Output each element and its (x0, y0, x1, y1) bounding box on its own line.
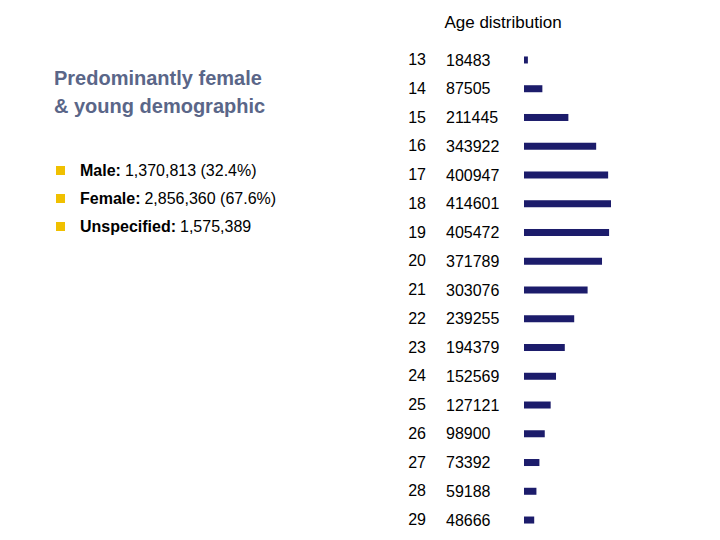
heading-line: Predominantly female (54, 67, 262, 89)
data-label: 400947 (446, 167, 499, 184)
data-label: 211445 (446, 109, 498, 126)
bullet-item: Female:2,856,360 (67.6%) (80, 190, 276, 207)
y-tick-label: 29 (408, 511, 426, 528)
y-tick-label: 24 (408, 367, 426, 384)
y-tick: 22 (408, 310, 426, 327)
y-tick-label: 22 (408, 310, 426, 327)
y-tick-label: 15 (408, 109, 426, 126)
data-label: 303076 (446, 282, 499, 299)
bullet-item: Unspecified:1,575,389 (80, 218, 251, 235)
y-tick-label: 26 (408, 425, 426, 442)
bullet-text: 1,575,389 (180, 218, 251, 235)
bullet (56, 222, 65, 231)
data-label: 73392 (446, 454, 491, 471)
bar (524, 430, 545, 437)
bullet-label: Female: (80, 190, 140, 207)
bullet-text: 1,370,813 (32.4%) (125, 162, 257, 179)
y-tick: 28 (408, 482, 426, 499)
y-tick: 29 (408, 511, 426, 528)
bar (524, 373, 556, 380)
y-tick-label: 20 (408, 252, 426, 269)
bullet-label: Male: (80, 162, 121, 179)
y-tick: 25 (408, 396, 426, 413)
bullet-label: Unspecified: (80, 218, 176, 235)
y-tick: 17 (408, 166, 426, 183)
bar (524, 315, 574, 322)
bar (524, 171, 608, 178)
bar (524, 200, 611, 207)
data-label: 152569 (446, 368, 499, 385)
title: Age distribution (444, 13, 561, 32)
data-label: 194379 (446, 339, 499, 356)
y-tick: 20 (408, 252, 426, 269)
data-label: 343922 (446, 138, 499, 155)
y-tick-label: 21 (408, 281, 426, 298)
y-tick: 26 (408, 425, 426, 442)
y-tick-label: 27 (408, 454, 426, 471)
heading-line: & young demographic (54, 95, 265, 117)
data-label: 87505 (446, 80, 491, 97)
bullet-text: 2,856,360 (67.6%) (144, 190, 276, 207)
y-tick: 23 (408, 339, 426, 356)
bullet (56, 166, 65, 175)
y-tick-label: 14 (408, 80, 426, 97)
data-label: 414601 (446, 195, 499, 212)
bar (524, 258, 602, 265)
bar (524, 229, 609, 236)
bar (524, 56, 528, 63)
data-label: 127121 (446, 397, 499, 414)
bar (524, 114, 568, 121)
y-tick: 14 (408, 80, 426, 97)
data-label: 59188 (446, 483, 491, 500)
y-axis: 13 14 15 16 17 18 19 20 21 22 23 24 25 26 27 28 29 (408, 51, 426, 528)
bar (524, 287, 588, 294)
bar (524, 85, 542, 92)
bar (524, 143, 596, 150)
heading: Predominantly female & young demographic (54, 67, 265, 117)
y-tick: 21 (408, 281, 426, 298)
y-tick-label: 18 (408, 195, 426, 212)
chart: Age distribution Predominantly female & yo… (0, 0, 720, 540)
data-label: 371789 (446, 253, 499, 270)
data-label: 48666 (446, 512, 491, 529)
y-tick-label: 28 (408, 482, 426, 499)
bar (524, 517, 534, 524)
data-label: 18483 (446, 52, 491, 69)
data-label: 98900 (446, 425, 491, 442)
bars (524, 56, 611, 523)
data-label: 405472 (446, 224, 499, 241)
y-tick-label: 13 (408, 51, 426, 68)
bar (524, 488, 536, 495)
y-tick: 27 (408, 454, 426, 471)
y-tick: 19 (408, 224, 426, 241)
data-label: 239255 (446, 310, 499, 327)
y-tick: 13 (408, 51, 426, 68)
y-tick-label: 17 (408, 166, 426, 183)
bar (524, 344, 565, 351)
y-tick: 15 (408, 109, 426, 126)
bullet-item: Male:1,370,813 (32.4%) (80, 162, 257, 179)
data-labels: 18483 87505 211445 343922 400947 414601 405472… (446, 52, 499, 529)
bar (524, 402, 551, 409)
bullet (56, 194, 65, 203)
y-tick: 16 (408, 137, 426, 154)
bar (524, 459, 539, 466)
bullet-list: Male:1,370,813 (32.4%) Female:2,856,360 (… (56, 162, 276, 235)
y-tick-label: 19 (408, 224, 426, 241)
y-tick: 24 (408, 367, 426, 384)
y-tick-label: 23 (408, 339, 426, 356)
y-tick-label: 25 (408, 396, 426, 413)
y-tick: 18 (408, 195, 426, 212)
y-tick-label: 16 (408, 137, 426, 154)
